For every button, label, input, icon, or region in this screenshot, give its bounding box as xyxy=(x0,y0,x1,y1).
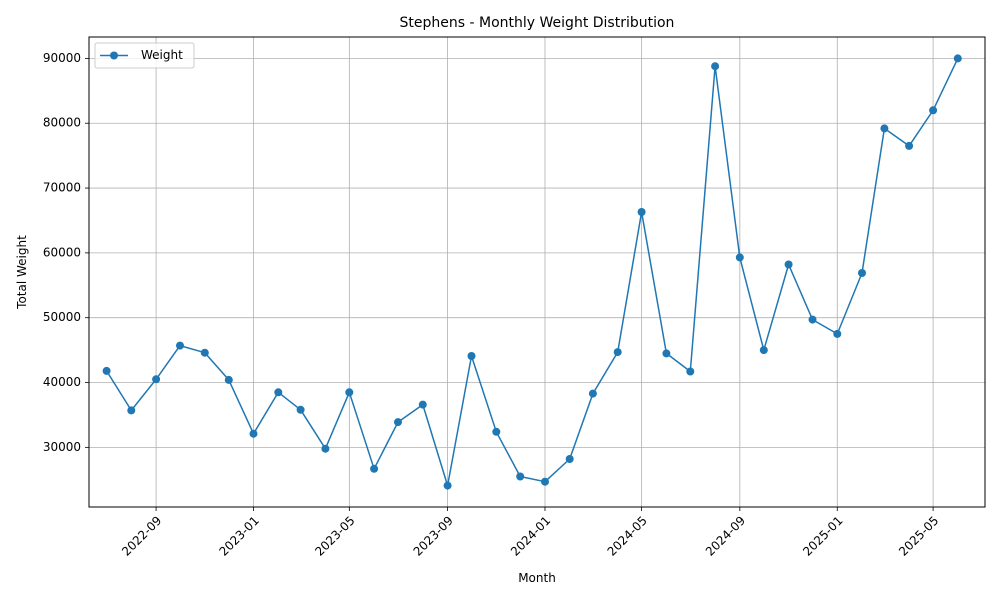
y-tick-label: 70000 xyxy=(43,181,81,195)
data-point xyxy=(735,253,744,262)
data-point xyxy=(492,427,501,436)
y-tick-label: 80000 xyxy=(43,116,81,130)
data-point xyxy=(929,106,938,115)
data-point xyxy=(858,269,866,277)
data-point xyxy=(467,352,476,360)
chart-title: Stephens - Monthly Weight Distribution xyxy=(400,15,675,31)
data-point xyxy=(711,62,720,71)
legend: Weight xyxy=(94,42,195,69)
grid-lines xyxy=(89,37,985,507)
data-layer xyxy=(102,54,962,490)
data-point xyxy=(296,405,305,414)
data-point xyxy=(370,464,379,473)
y-tick-label: 30000 xyxy=(43,440,81,454)
y-axis-title: Total Weight xyxy=(15,235,29,310)
data-point xyxy=(662,349,671,358)
data-point xyxy=(833,329,842,338)
plot-frame xyxy=(88,36,986,508)
data-point xyxy=(102,366,111,375)
y-tick-label: 50000 xyxy=(43,310,81,324)
legend-marker xyxy=(110,51,118,60)
data-point xyxy=(784,260,793,269)
data-point xyxy=(759,346,768,355)
data-point xyxy=(443,481,452,490)
data-point xyxy=(541,477,549,486)
data-point xyxy=(613,348,622,357)
data-point xyxy=(274,388,283,397)
series-line-weight xyxy=(105,58,959,487)
data-point xyxy=(249,429,258,438)
x-axis-title: Month xyxy=(518,571,556,585)
data-point xyxy=(588,389,597,398)
data-point xyxy=(905,141,914,150)
data-point xyxy=(418,400,427,409)
data-point xyxy=(808,315,817,324)
y-tick-label: 90000 xyxy=(43,51,81,65)
data-point xyxy=(321,444,330,453)
legend-box xyxy=(94,42,195,69)
data-point xyxy=(176,341,184,350)
data-point xyxy=(224,375,233,384)
data-point xyxy=(880,124,889,133)
data-point xyxy=(127,406,136,415)
data-point xyxy=(516,472,525,481)
y-tick-label: 40000 xyxy=(43,375,81,389)
data-point xyxy=(152,375,161,384)
data-point xyxy=(565,455,574,463)
data-point xyxy=(394,418,402,427)
y-tick-label: 60000 xyxy=(43,245,81,259)
data-point xyxy=(345,388,354,397)
data-point xyxy=(686,367,695,376)
data-point xyxy=(637,208,646,216)
legend-label: Weight xyxy=(141,48,183,62)
data-point xyxy=(200,348,209,357)
data-point xyxy=(953,54,962,63)
